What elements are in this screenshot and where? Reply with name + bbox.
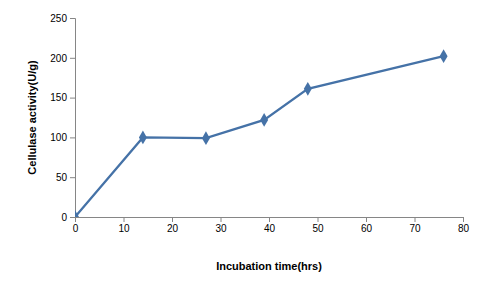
tick-mark	[70, 98, 75, 99]
tick: 60	[361, 217, 373, 234]
tick-label: 50	[312, 223, 324, 234]
marker	[440, 49, 448, 63]
tick-label: 100	[50, 132, 67, 143]
marker	[304, 82, 312, 96]
tick-mark	[124, 217, 125, 222]
tick: 30	[215, 217, 227, 234]
tick-label: 40	[264, 223, 276, 234]
tick-mark	[415, 217, 416, 222]
y-axis: 0 50 100 150 200 250	[50, 13, 75, 223]
tick: 0	[73, 217, 79, 234]
series	[75, 49, 448, 217]
tick: 50	[312, 217, 324, 234]
tick-mark	[70, 58, 75, 59]
tick: 80	[458, 217, 470, 234]
tick-mark	[318, 217, 319, 222]
tick-label: 10	[118, 223, 130, 234]
tick-label: 0	[61, 212, 67, 223]
tick-label: 250	[50, 13, 67, 24]
tick-label: 50	[56, 172, 68, 183]
tick-label: 70	[409, 223, 421, 234]
tick-label: 30	[215, 223, 227, 234]
tick: 50	[56, 172, 75, 183]
axis-line	[70, 19, 76, 218]
tick-mark	[70, 177, 75, 178]
line	[75, 56, 444, 217]
tick-label: 80	[458, 223, 470, 234]
tick: 100	[50, 132, 75, 143]
marker	[75, 210, 79, 217]
tick: 40	[264, 217, 276, 234]
tick-label: 0	[73, 223, 79, 234]
tick-mark	[70, 137, 75, 138]
tick: 150	[50, 92, 75, 103]
marker	[202, 131, 210, 145]
tick-mark	[70, 217, 75, 218]
tick-mark	[172, 217, 173, 222]
tick-label: 200	[50, 53, 67, 64]
tick-mark	[366, 217, 367, 222]
tick-mark	[269, 217, 270, 222]
tick-label: 150	[50, 92, 67, 103]
tick: 0	[61, 212, 75, 223]
tick-mark	[463, 217, 464, 222]
tick-label: 60	[361, 223, 373, 234]
axis-line	[76, 218, 464, 223]
tick-label: 20	[167, 223, 179, 234]
x-axis-title: Incubation time(hrs)	[216, 260, 322, 272]
y-axis-title: Cellulase activity(U/g)	[26, 60, 38, 175]
tick-mark	[70, 18, 75, 19]
x-axis: 0 10 20 30 40 50 60 70 80	[73, 217, 470, 234]
marker	[139, 130, 147, 144]
tick: 250	[50, 13, 75, 24]
plot: 0 10 20 30 40 50 60 70 80 0 50 100 150 200 250	[50, 13, 469, 234]
tick: 70	[409, 217, 421, 234]
tick: 20	[167, 217, 179, 234]
tick: 10	[118, 217, 130, 234]
tick: 200	[50, 53, 75, 64]
marker	[260, 113, 268, 127]
tick-mark	[221, 217, 222, 222]
chart: 0 10 20 30 40 50 60 70 80 0 50 100 150 200 250 Incubati…	[0, 0, 482, 290]
